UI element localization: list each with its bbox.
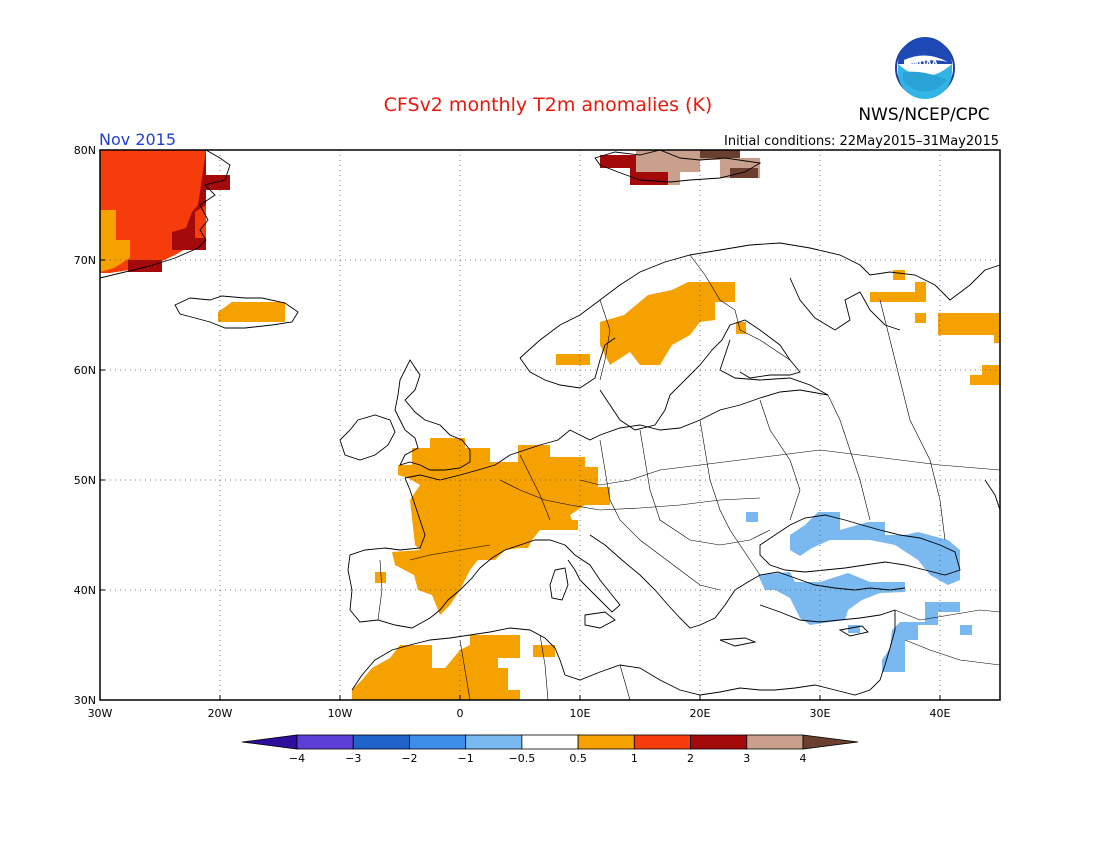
anomaly-russia-north — [870, 292, 926, 302]
anomaly-russia-mid2 — [915, 313, 926, 323]
anomaly-balkans-cool — [746, 512, 758, 522]
colorbar-swatch — [577, 734, 635, 750]
anomaly-russia-north3 — [915, 282, 926, 292]
map-title: CFSv2 monthly T2m anomalies (K) — [384, 94, 713, 116]
forecast-period: Nov 2015 — [99, 130, 176, 149]
country-borders — [377, 254, 1001, 701]
coast-sicily — [584, 611, 616, 629]
initial-conditions: Initial conditions: 22May2015–31May2015 — [724, 134, 999, 149]
anomaly-iceland — [218, 302, 285, 322]
anomaly-svalbard-darkbrown2 — [730, 168, 758, 178]
colorbar-label: 3 — [743, 752, 750, 765]
anomaly-greenland-dark — [172, 150, 206, 250]
coast-turkey-south — [759, 604, 896, 623]
coast-italy — [564, 544, 621, 613]
anomaly-western-europe — [392, 438, 610, 615]
colorbar-label: −0.5 — [509, 752, 536, 765]
anomaly-shading — [100, 150, 1000, 700]
anomaly-svalbard-brown — [636, 150, 720, 185]
logo-text: NOAA — [912, 59, 938, 68]
anomaly-cyprus-cool — [848, 625, 860, 633]
anomaly-turkey-cool — [758, 572, 905, 625]
colorbar-label: −2 — [401, 752, 417, 765]
map-frame — [99, 149, 1001, 701]
latitude-ticks: 30N 40N 50N 60N 70N 80N — [74, 144, 105, 707]
coast-caspian — [984, 479, 1001, 511]
anomaly-norway-south — [556, 354, 590, 365]
coast-finland-south — [719, 339, 829, 396]
coast-iceland — [174, 295, 299, 329]
lon-tick-label: 10E — [570, 707, 591, 720]
anomaly-levant-cool — [882, 602, 960, 672]
coast-black-sea — [759, 514, 961, 576]
lon-tick-label: 30W — [88, 707, 113, 720]
colorbar-extend-high — [802, 734, 859, 750]
coast-north-africa — [351, 627, 775, 696]
lat-tick-label: 80N — [74, 144, 96, 157]
map-area — [99, 149, 1001, 701]
lat-tick-label: 60N — [74, 364, 96, 377]
anomaly-russia-east — [970, 365, 1000, 385]
colorbar-swatch — [690, 734, 748, 750]
noaa-logo: NOAA — [895, 37, 955, 99]
colorbar: −4 −3 −2 −1 −0.5 0.5 1 2 3 4 — [241, 734, 859, 765]
anomaly-russia-north2 — [893, 270, 905, 280]
coast-cyprus — [838, 625, 869, 637]
lon-tick-label: 30E — [810, 707, 831, 720]
coast-greenland — [99, 149, 231, 279]
colorbar-swatch — [633, 734, 691, 750]
colorbar-swatch — [409, 734, 467, 750]
anomaly-greenland-dark3 — [206, 175, 230, 190]
coast-continent — [404, 389, 829, 481]
anomaly-tunisia — [533, 645, 555, 657]
colorbar-swatch — [521, 734, 579, 750]
anomaly-north-africa — [352, 635, 520, 700]
anomaly-black-sea-cool — [790, 512, 960, 585]
colorbar-label: −4 — [289, 752, 305, 765]
anomaly-portugal-dot — [375, 572, 386, 583]
coast-sardinia — [549, 567, 569, 601]
coast-svalbard — [594, 149, 762, 183]
colorbar-swatch — [352, 734, 410, 750]
graticule — [100, 150, 1000, 700]
coast-adriatic-balkans — [589, 534, 906, 629]
colorbar-label: 2 — [687, 752, 694, 765]
colorbar-swatch — [465, 734, 523, 750]
lat-tick-label: 70N — [74, 254, 96, 267]
anomaly-russia-mid — [938, 313, 1000, 343]
coast-ireland — [339, 414, 396, 461]
colorbar-label: −1 — [458, 752, 474, 765]
lon-tick-label: 40E — [930, 707, 951, 720]
anomaly-svalbard-darkbrown — [700, 150, 740, 158]
lat-tick-label: 30N — [74, 694, 96, 707]
colorbar-label: 0.5 — [569, 752, 587, 765]
anomaly-greenland-mild — [100, 210, 130, 272]
anomaly-svalbard-dark — [600, 155, 668, 185]
lon-tick-label: 10W — [328, 707, 353, 720]
colorbar-swatch — [746, 734, 804, 750]
longitude-ticks: 30W 20W 10W 0 10E 20E 30E 40E — [88, 695, 951, 720]
agency-label: NWS/NCEP/CPC — [858, 105, 989, 125]
coast-norway-south — [519, 337, 616, 389]
coast-britain — [394, 359, 471, 471]
coast-white-sea — [789, 277, 901, 331]
anomaly-italy-north — [545, 520, 578, 530]
coast-levant — [774, 610, 896, 696]
colorbar-swatch — [296, 734, 354, 750]
coast-sweden-east — [599, 319, 801, 431]
colorbar-label: 4 — [800, 752, 807, 765]
lon-tick-label: 20W — [208, 707, 233, 720]
lat-tick-label: 50N — [74, 474, 96, 487]
colorbar-label: −3 — [345, 752, 361, 765]
lat-tick-label: 40N — [74, 584, 96, 597]
colorbar-extend-low — [241, 734, 298, 750]
lon-tick-label: 20E — [690, 707, 711, 720]
colorbar-label: 1 — [631, 752, 638, 765]
anomaly-scandinavia — [600, 282, 735, 365]
anomaly-east-cool — [960, 625, 972, 635]
coast-crete — [719, 637, 757, 647]
lon-tick-label: 0 — [457, 707, 464, 720]
